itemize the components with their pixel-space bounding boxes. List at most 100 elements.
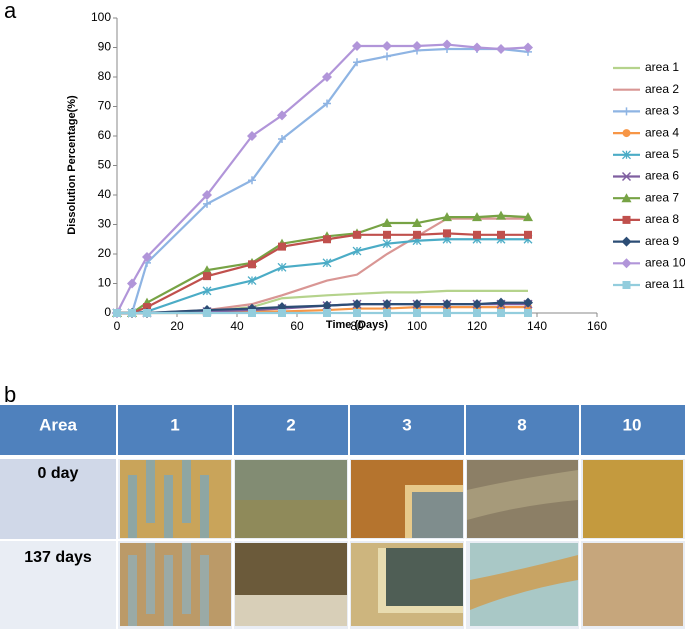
marker [383, 230, 391, 239]
row-label: 0 day [38, 465, 79, 482]
y-tick-label: 50 [98, 158, 112, 172]
legend-marker [621, 258, 632, 269]
series-line [117, 238, 528, 315]
marker [278, 309, 286, 317]
legend-marker [621, 171, 632, 182]
x-tick-label: 120 [467, 319, 487, 333]
table-header [0, 405, 685, 457]
marker [443, 309, 451, 317]
marker [353, 230, 361, 239]
marker [322, 72, 332, 82]
marker [523, 212, 533, 222]
y-tick-label: 90 [98, 40, 112, 54]
marker [277, 110, 287, 121]
column-header: 3 [402, 415, 411, 434]
series-line [117, 214, 529, 315]
legend-label: area 5 [645, 147, 679, 161]
marker [202, 190, 212, 200]
marker [352, 246, 362, 256]
x-tick-label: 60 [290, 319, 304, 333]
y-tick-label: 20 [98, 246, 112, 260]
marker [353, 309, 361, 317]
marker [496, 43, 506, 54]
photo [583, 543, 683, 626]
marker [383, 52, 391, 61]
marker [323, 99, 331, 108]
legend-marker [622, 281, 631, 289]
legend-label: area 9 [645, 234, 679, 248]
marker [524, 230, 532, 239]
marker [353, 58, 361, 67]
marker [202, 265, 212, 275]
legend-label: area 1 [645, 60, 679, 74]
x-tick-label: 80 [350, 319, 364, 333]
marker [442, 299, 452, 310]
x-tick-label: 140 [527, 319, 547, 333]
photo [583, 460, 683, 538]
marker [248, 260, 256, 269]
photo [351, 460, 463, 538]
legend-marker [622, 129, 631, 138]
marker [322, 300, 332, 311]
x-tick-label: 100 [407, 319, 427, 333]
marker [443, 229, 451, 238]
marker [382, 239, 392, 249]
y-tick-label: 10 [98, 276, 112, 290]
panel-label: b [4, 382, 16, 407]
column-header: Area [39, 415, 77, 434]
y-tick-label: 80 [98, 69, 112, 83]
x-tick-label: 0 [114, 319, 121, 333]
photo [120, 543, 231, 626]
legend-marker [621, 236, 632, 247]
table-lines [0, 405, 685, 629]
legend-marker [622, 150, 631, 160]
marker [248, 309, 256, 317]
legend-label: area 3 [645, 104, 679, 118]
y-axis-title: Dissolution Percentage(%) [66, 95, 78, 235]
row-label-cell [0, 540, 117, 629]
legend-label: area 8 [645, 212, 679, 226]
marker [413, 230, 421, 239]
marker [322, 258, 332, 268]
photo [351, 543, 463, 626]
column-header: 2 [286, 415, 295, 434]
legend-marker [622, 107, 631, 116]
marker [202, 286, 212, 296]
marker [128, 309, 136, 317]
marker [247, 276, 257, 286]
marker [412, 218, 422, 228]
marker [278, 134, 286, 143]
table [0, 405, 685, 629]
marker [113, 309, 121, 317]
marker [413, 309, 421, 317]
marker [143, 309, 151, 317]
photo [470, 543, 578, 626]
marker [496, 210, 506, 220]
y-tick-label: 0 [104, 305, 111, 319]
row-label-cell [0, 457, 117, 540]
marker [523, 42, 533, 53]
marker [382, 218, 392, 228]
marker [248, 176, 256, 185]
column-header: 8 [517, 415, 526, 434]
marker [382, 299, 392, 310]
marker [442, 39, 452, 50]
marker [412, 299, 422, 310]
photo [120, 460, 231, 538]
photo [467, 460, 578, 538]
series-line [117, 47, 529, 315]
marker [497, 230, 505, 239]
column-header: 10 [623, 415, 642, 434]
marker [473, 230, 481, 239]
series-line [116, 43, 529, 314]
marker [247, 131, 257, 141]
marker [382, 41, 392, 52]
marker [203, 309, 211, 317]
legend-marker [621, 193, 632, 203]
x-tick-label: 20 [170, 319, 184, 333]
panel-label: a [4, 0, 17, 23]
marker [383, 309, 391, 317]
y-tick-label: 100 [91, 10, 111, 24]
marker [352, 299, 362, 310]
